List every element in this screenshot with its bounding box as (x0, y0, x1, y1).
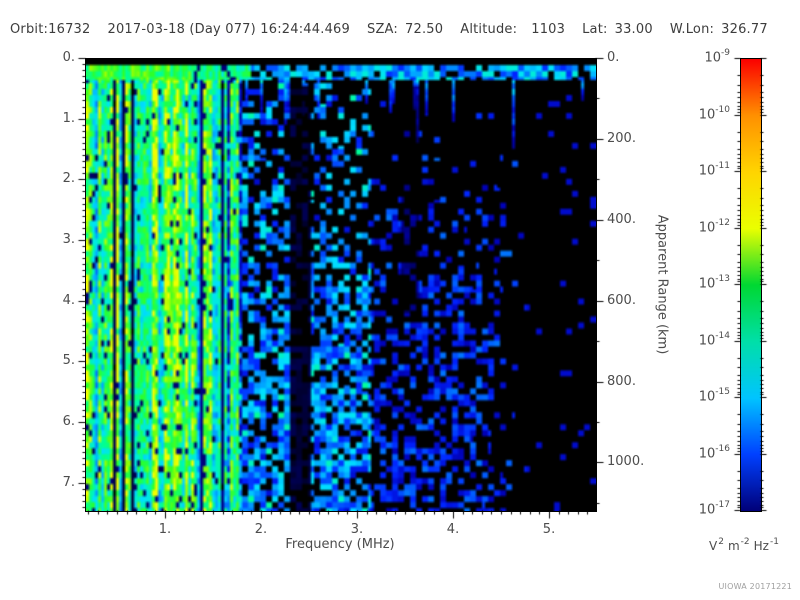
x-axis-tick-label: 5. (542, 522, 556, 537)
y-axis-tick-label: 2. (62, 171, 75, 187)
x-axis-title: Frequency (MHz) (285, 537, 395, 552)
y2-axis-tick-label: 0. (607, 50, 620, 65)
colorbar-tick-label: 10-15 (698, 387, 730, 405)
y-axis-tick-label: 6. (62, 414, 75, 430)
x-axis-tick-label: 4. (446, 522, 460, 537)
colorbar-tick-label: 10-14 (698, 330, 730, 348)
colorbar-unit-part: V2 (709, 537, 724, 553)
watermark: UIOWA 20171221 (718, 582, 792, 591)
y-axis-tick-label: 3. (62, 232, 75, 247)
y2-axis-tick-label: 800. (607, 373, 636, 389)
colorbar-tick-label: 10-13 (698, 274, 730, 292)
colorbar-tick-label: 10-11 (698, 161, 730, 179)
spectrogram-plot (85, 58, 597, 512)
lat-value: 33.00 (614, 22, 653, 37)
colorbar-tick-label: 10-12 (698, 217, 730, 235)
y2-axis-title: Apparent Range (km) (654, 214, 670, 355)
orbit-value: 16732 (48, 22, 91, 37)
sza-label: SZA: (367, 22, 399, 37)
y-axis-tick-label: 5. (62, 353, 75, 369)
sza-group: SZA: 72.50 (367, 22, 443, 37)
y-axis-tick-label: 4. (62, 292, 75, 308)
colorbar-unit-part: Hz-1 (753, 537, 779, 553)
orbit-label: Orbit: (10, 22, 49, 37)
colorbar-gradient (741, 59, 761, 511)
spectrogram-canvas (86, 59, 596, 511)
wlon-value: 326.77 (721, 22, 768, 37)
x-axis-tick-label: 3. (350, 522, 364, 537)
y2-axis-tick-label: 600. (607, 292, 636, 308)
orbit-group: Orbit:16732 (10, 22, 90, 37)
wlon-group: W.Lon: 326.77 (670, 22, 768, 37)
lat-label: Lat: (582, 22, 608, 37)
y2-axis-tick-label: 200. (607, 130, 636, 146)
altitude-label: Altitude: (460, 22, 518, 37)
datetime: 2017-03-18 (Day 077) 16:24:44.469 (107, 22, 350, 37)
colorbar-tick-label: 10-16 (698, 443, 730, 461)
lat-group: Lat: 33.00 (582, 22, 653, 37)
sza-value: 72.50 (405, 22, 444, 37)
x-axis-tick-label: 2. (254, 522, 268, 537)
colorbar-tick-label: 10-9 (704, 48, 730, 66)
y2-axis-tick-label: 1000. (607, 454, 645, 470)
altitude-value: 1103 (531, 22, 566, 37)
y2-axis-tick-label: 400. (607, 211, 636, 227)
x-axis-tick-label: 1. (158, 522, 172, 537)
header-bar: Orbit:16732 2017-03-18 (Day 077) 16:24:44… (10, 22, 796, 40)
y-axis-tick-label: 1. (62, 110, 75, 126)
y-axis-tick-label: 7. (62, 474, 75, 490)
colorbar-unit-part: m-2 (727, 537, 750, 553)
colorbar-tick-label: 10-10 (698, 104, 730, 122)
colorbar-unit-label: V2 m-2 Hz-1 (688, 537, 800, 553)
altitude-group: Altitude: 1103 (460, 22, 565, 37)
y-axis-tick-label: 0. (62, 50, 75, 65)
colorbar-tick-label: 10-17 (698, 500, 730, 518)
wlon-label: W.Lon: (669, 22, 715, 37)
colorbar (740, 58, 762, 512)
